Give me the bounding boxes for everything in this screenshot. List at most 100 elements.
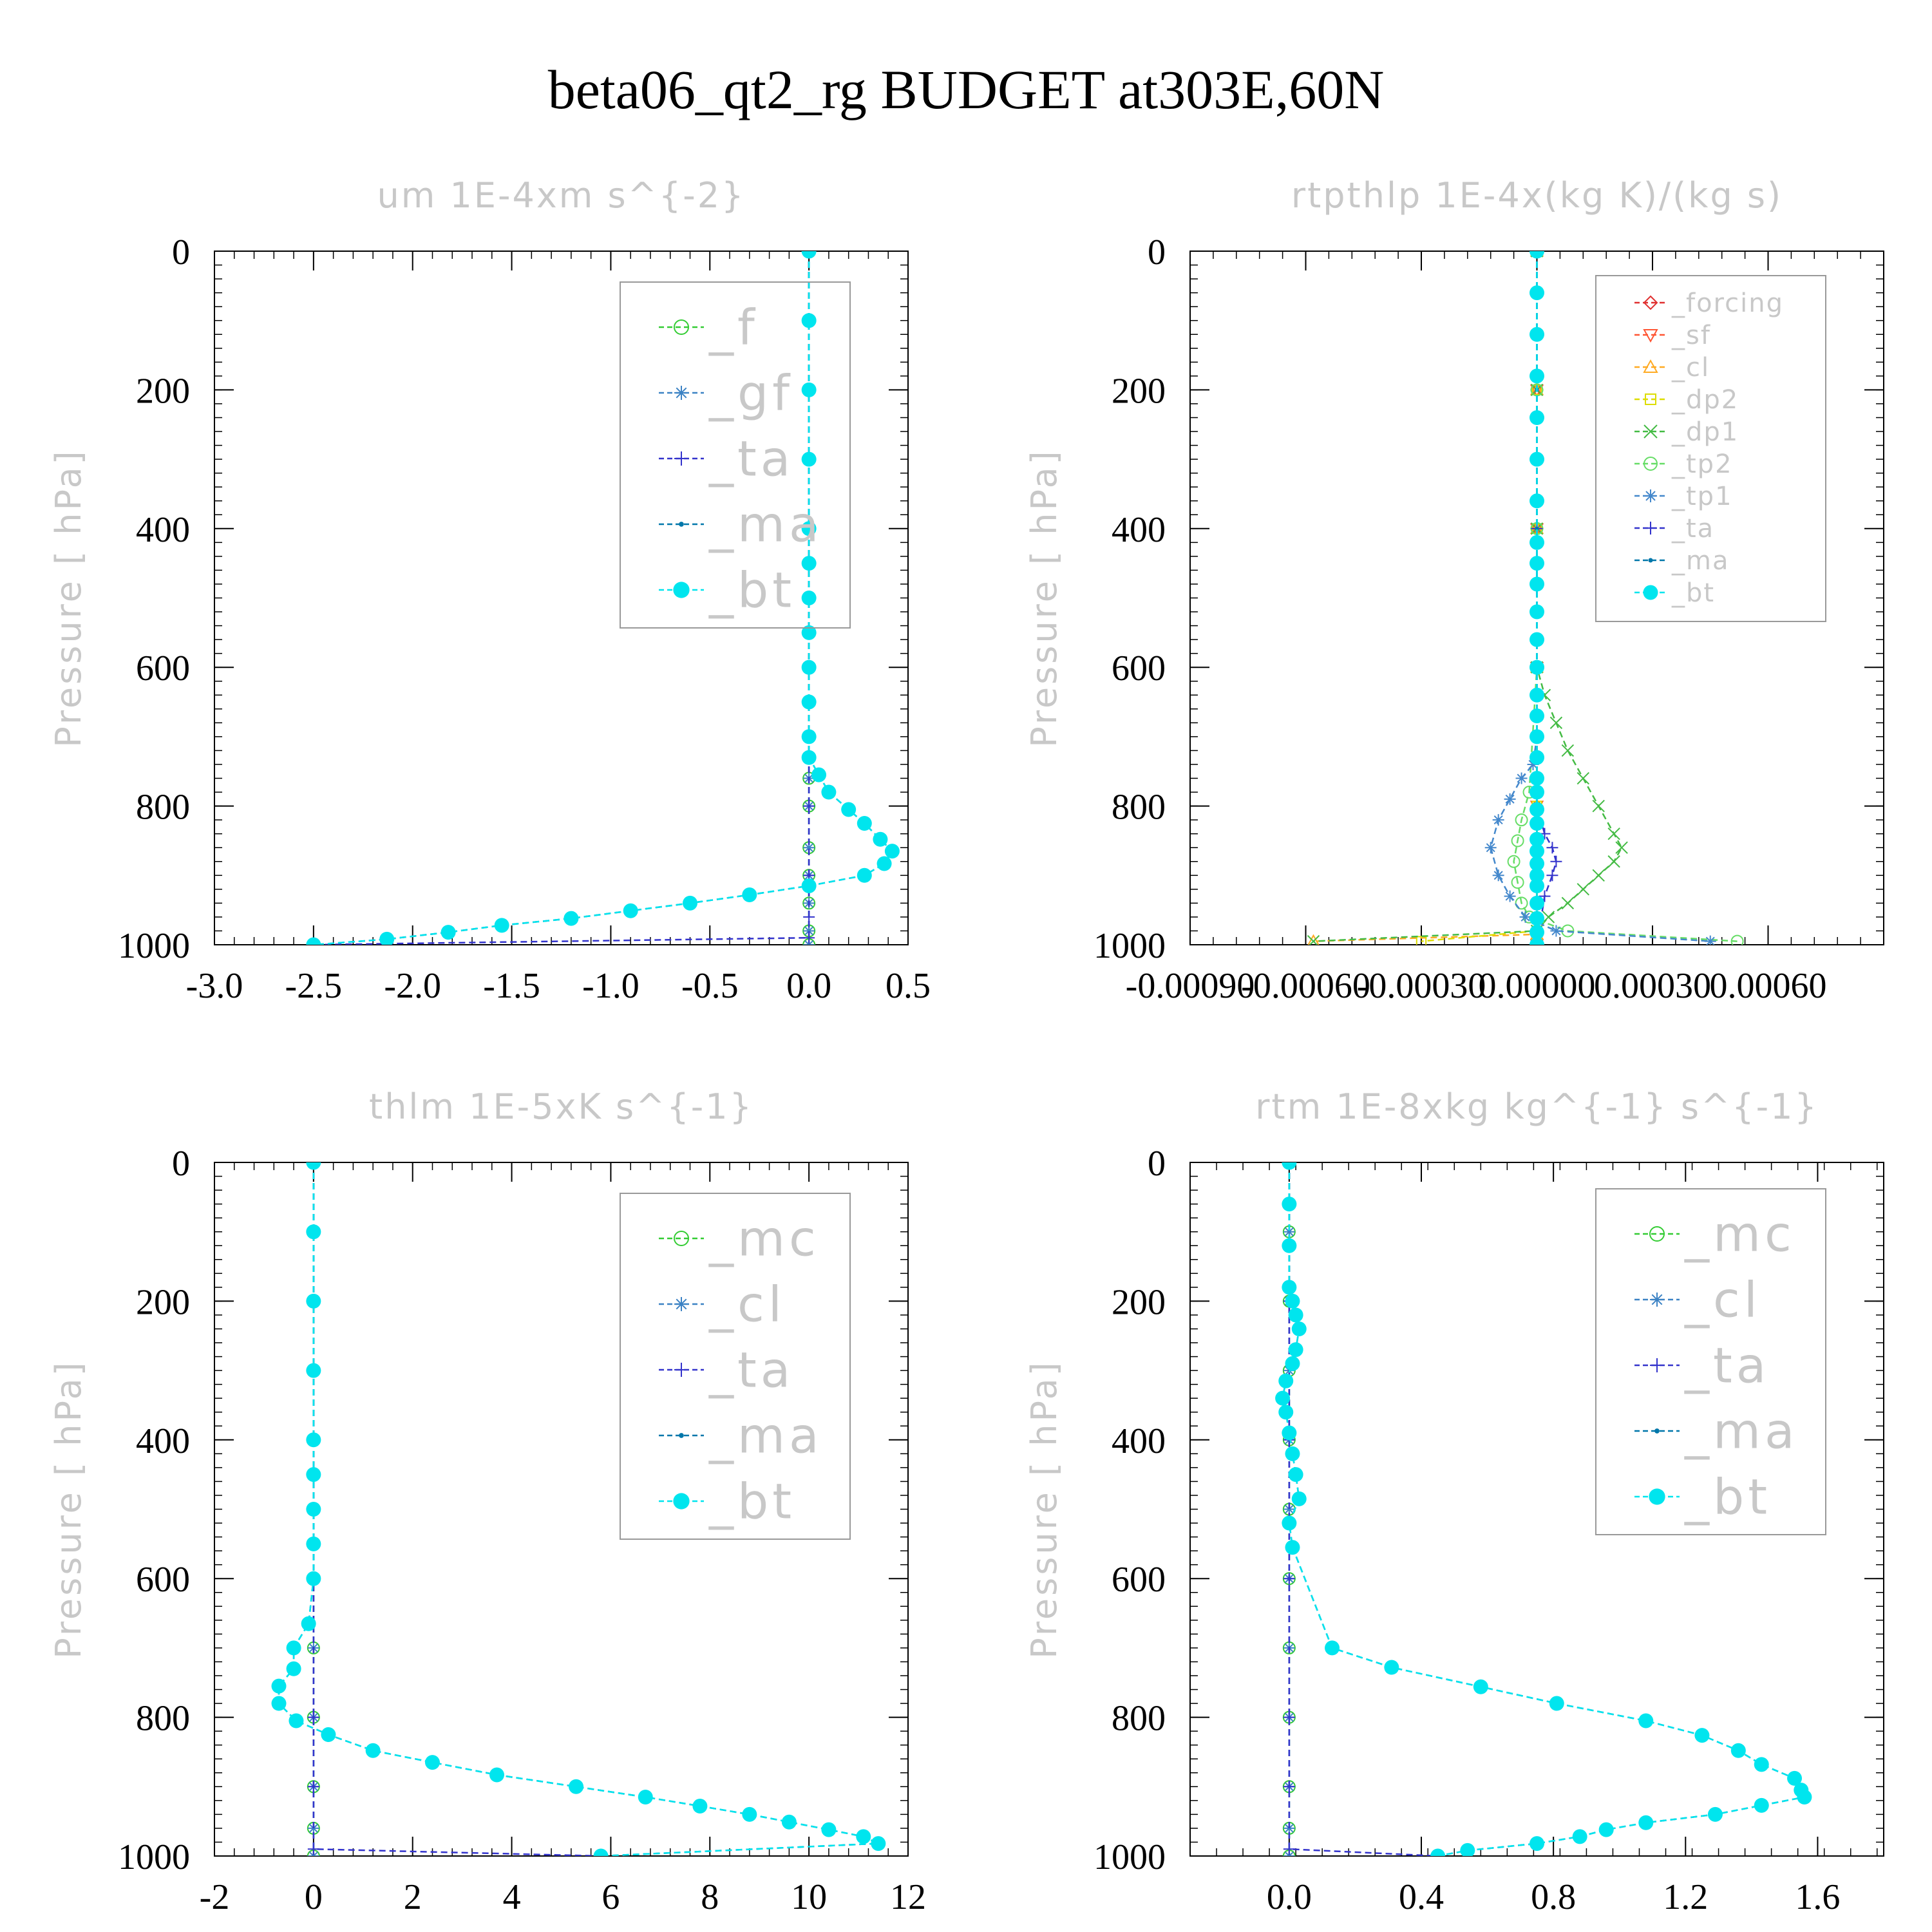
legend-label: _sf: [1671, 321, 1711, 350]
data-point-dp1: [1577, 772, 1590, 785]
data-point-ta: [1283, 1573, 1295, 1585]
data-point-bt: [1530, 771, 1544, 786]
legend-swatch-marker: [1649, 1488, 1665, 1505]
data-point-bt: [1530, 784, 1544, 800]
data-point-bt: [1530, 576, 1544, 592]
data-point-bt: [271, 1696, 287, 1711]
y-tick-label: 800: [136, 788, 190, 828]
series-line-dp1: [1313, 251, 1623, 942]
legend-swatch-marker: [673, 1493, 690, 1510]
data-point-tp1: [1492, 869, 1504, 882]
legend-item: _cl: [1634, 353, 1710, 383]
data-point-dp1: [1561, 896, 1575, 910]
data-point-bt: [692, 1798, 708, 1814]
legend-label: _cl: [1671, 353, 1710, 383]
legend-item: _cl: [1634, 1271, 1757, 1329]
legend-swatch-marker: [1643, 329, 1658, 343]
legend-item: _ma: [659, 496, 819, 553]
data-point-bt: [1430, 1848, 1446, 1856]
x-tick-label: 4: [503, 1877, 521, 1917]
data-point-cl: [1283, 1503, 1295, 1515]
data-point-bt: [1549, 1696, 1564, 1711]
data-point-bt: [1530, 493, 1544, 509]
data-point-bt: [801, 694, 817, 710]
x-tick-label: 6: [601, 1877, 620, 1917]
data-point-bt: [306, 1293, 321, 1309]
data-point-bt: [1530, 831, 1544, 847]
data-point-bt: [801, 591, 817, 605]
y-tick-label: 600: [136, 1560, 190, 1600]
legend-item: _tp1: [1634, 482, 1732, 511]
data-point-bt: [871, 1836, 886, 1852]
y-tick-label: 0: [1148, 232, 1166, 272]
data-point-bt: [306, 1536, 321, 1551]
data-point-dp1: [1607, 827, 1620, 840]
x-tick-label: 0.00060: [1710, 966, 1827, 1006]
data-point-ta: [1283, 1711, 1295, 1723]
data-point-bt: [801, 878, 817, 893]
data-point-tp1: [1527, 758, 1539, 770]
legend-label: _f: [708, 299, 759, 356]
x-tick-label: -1.0: [582, 966, 639, 1006]
legend-label: _mc: [1684, 1206, 1795, 1263]
data-point-bt: [1530, 895, 1544, 911]
data-point-bt: [1530, 451, 1544, 467]
legend-box: [1595, 275, 1826, 622]
legend-swatch-marker: [674, 319, 689, 335]
y-tick-label: 1000: [1094, 926, 1166, 966]
data-point-bt: [683, 895, 698, 911]
data-point-dp1: [1549, 716, 1563, 730]
data-point-gf: [803, 925, 815, 937]
data-point-bt: [306, 1502, 321, 1517]
data-point-dp2: [1416, 936, 1427, 945]
y-axis-label: Pressure [ hPa]: [1024, 1359, 1065, 1659]
y-tick-label: 400: [136, 1421, 190, 1461]
x-tick-label: 0.00000: [1479, 966, 1596, 1006]
legend-item: _bt: [1634, 1468, 1767, 1526]
series-line-dp2: [1421, 251, 1538, 942]
y-tick-label: 1000: [1094, 1837, 1166, 1877]
data-point-bt: [801, 251, 817, 259]
legend-label: _gf: [708, 365, 793, 422]
y-axis-label: Pressure [ hPa]: [48, 448, 89, 748]
series-line-ta: [1288, 1162, 1438, 1856]
data-point-bt: [1530, 708, 1544, 724]
data-point-bt: [801, 729, 817, 744]
data-point-bt: [1530, 251, 1544, 259]
legend-label: _bt: [708, 562, 795, 619]
y-tick-label: 1000: [118, 1837, 190, 1877]
data-point-tp1: [1550, 925, 1562, 937]
data-point-dp1: [1542, 911, 1555, 923]
data-point-bt: [623, 903, 638, 918]
data-point-bt: [1638, 1815, 1654, 1830]
legend-item: _ta: [659, 1341, 790, 1399]
data-point-bt: [1530, 844, 1544, 859]
legend-item: _gf: [659, 365, 793, 422]
data-point-bt: [1530, 937, 1544, 945]
legend-item: _bt: [1634, 578, 1714, 608]
data-point-bt: [1285, 1356, 1300, 1371]
data-point-bt: [1275, 1390, 1291, 1406]
data-point-bt: [1530, 1836, 1544, 1852]
data-point-bt: [1282, 1515, 1297, 1531]
legend-swatch-marker: [1654, 1428, 1660, 1434]
data-point-ta: [803, 932, 815, 944]
y-tick-label: 200: [1112, 371, 1166, 411]
chart-panel-1: um 1E-4xm s^{-2} Pressure [ hPa] 0 200 400 60…: [48, 175, 931, 1006]
series-line-bt: [278, 1162, 879, 1856]
data-point-bt: [306, 1224, 321, 1240]
legend-item: _ta: [659, 430, 790, 488]
data-point-bt: [1730, 1743, 1746, 1758]
data-point-bt: [876, 856, 892, 871]
data-point-bt: [873, 831, 888, 847]
y-tick-label: 800: [136, 1699, 190, 1739]
x-tick-label: -0.00060: [1241, 966, 1370, 1006]
data-point-bt: [1288, 1342, 1303, 1358]
data-point-tp1: [1515, 772, 1528, 784]
legend: _forcing _sf _cl_dp2_dp1 _tp2 _tp1 _ta_ma_bt: [1595, 275, 1826, 622]
data-point-bt: [801, 659, 817, 675]
legend-swatch-marker: [674, 386, 688, 400]
data-point-gf: [803, 842, 815, 854]
chart-panels: um 1E-4xm s^{-2}Pressure [ hPa]020040060…: [48, 175, 1884, 1917]
x-tick-label: 0.4: [1399, 1877, 1444, 1917]
